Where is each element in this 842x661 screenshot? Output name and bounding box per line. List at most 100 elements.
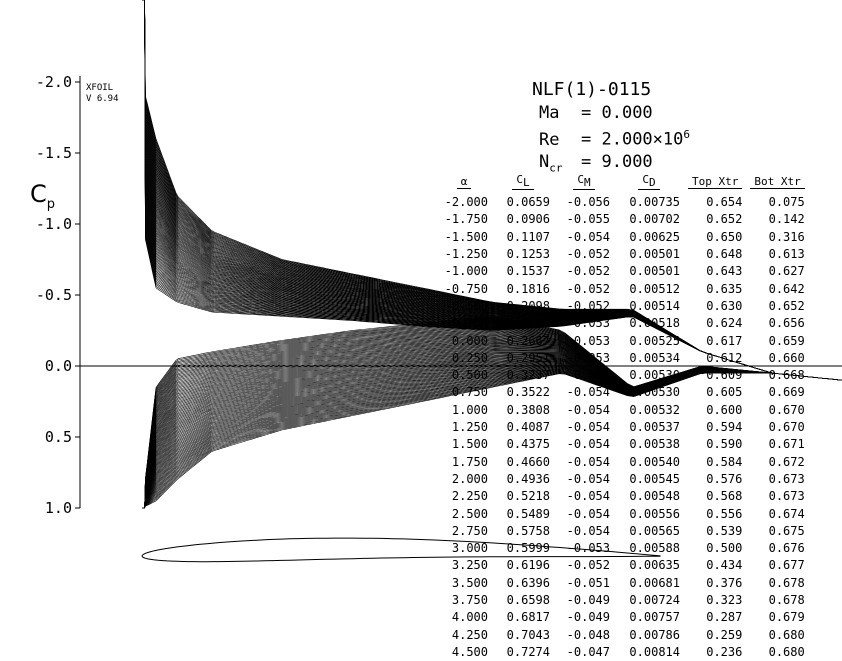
table-cell: 0.617 (706, 333, 743, 348)
table-row: -1.000 0.1537 -0.052 0.00501 0.643 0.627 (436, 263, 809, 280)
table-cell: 0.2667 (506, 333, 550, 348)
table-cell: 0.652 (706, 212, 743, 227)
run-header: NLF(1)-0115 Ma = 0.000 Re = 2.000×106 Ncr =… (532, 78, 690, 179)
table-cell: -0.055 (566, 212, 610, 227)
table-cell: 0.750 (451, 385, 488, 400)
table-cell: 0.3808 (506, 402, 550, 417)
y-tick-label: -1.0 (36, 215, 72, 233)
ncrit-line: Ncr = 9.000 (539, 151, 690, 179)
table-cell: 0.680 (768, 627, 805, 642)
table-cell: 0.142 (768, 212, 805, 227)
table-cell: 0.643 (706, 264, 743, 279)
table-row: -1.750 0.0906 -0.055 0.00702 0.652 0.142 (436, 211, 809, 228)
table-cell: -0.054 (566, 402, 610, 417)
table-cell: 0.680 (768, 644, 805, 659)
table-cell: -0.054 (566, 229, 610, 244)
table-cell: 0.1537 (506, 264, 550, 279)
table-cell: 0.7043 (506, 627, 550, 642)
table-cell: 0.675 (768, 523, 805, 538)
reynolds-times: ×10 (652, 129, 684, 150)
y-tick-label: -2.0 (36, 73, 72, 91)
table-cell: 0.672 (768, 454, 805, 469)
table-row: -2.000 0.0659 -0.056 0.00735 0.654 0.075 (436, 194, 809, 211)
table-cell: -0.048 (566, 627, 610, 642)
upper-surface-cp-curves (142, 0, 842, 381)
table-cell: 0.287 (706, 610, 743, 625)
table-cell: -0.054 (566, 420, 610, 435)
lower-cp-curve (142, 372, 842, 509)
cp-axis-label: Cp (30, 180, 55, 212)
airfoil-path (141, 537, 661, 563)
table-cell: 2.500 (451, 506, 488, 521)
table-cell: 0.7274 (506, 644, 550, 659)
table-cell: -0.054 (566, 489, 610, 504)
table-row: -0.750 0.1816 -0.052 0.00512 0.635 0.642 (436, 281, 809, 298)
table-cell: -0.500 (444, 298, 488, 313)
table-cell: 0.323 (706, 593, 743, 608)
table-row: 4.500 0.7274 -0.047 0.00814 0.236 0.680 (436, 644, 809, 661)
table-cell: 0.3522 (506, 385, 550, 400)
table-cell: -0.053 (566, 333, 610, 348)
table-cell: 0.650 (706, 229, 743, 244)
table-cell: 0.671 (768, 437, 805, 452)
table-cell: -0.047 (566, 644, 610, 659)
table-cell: 0.676 (768, 541, 805, 556)
table-row: 4.000 0.6817 -0.049 0.00757 0.287 0.679 (436, 609, 809, 626)
table-cell: 0.00512 (629, 281, 680, 296)
table-cell: 0.6817 (506, 610, 550, 625)
table-row: -1.500 0.1107 -0.054 0.00625 0.650 0.316 (436, 229, 809, 246)
mach-value: 0.000 (601, 103, 653, 123)
table-cell: 0.6196 (506, 558, 550, 573)
table-cell: 3.000 (451, 541, 488, 556)
table-cell: 0.635 (706, 281, 743, 296)
table-cell: 0.000 (451, 333, 488, 348)
table-cell: 0.674 (768, 506, 805, 521)
table-cell: 0.677 (768, 558, 805, 573)
col-top-xtr: Top Xtr (684, 173, 746, 194)
table-cell: 0.5999 (506, 541, 550, 556)
program-version: XFOIL V 6.94 (86, 83, 119, 105)
table-cell: 0.259 (706, 627, 743, 642)
table-cell: 0.5218 (506, 489, 550, 504)
table-cell: 0.6598 (506, 593, 550, 608)
table-row: 1.250 0.4087 -0.054 0.00537 0.594 0.670 (436, 419, 809, 436)
table-cell: 4.000 (451, 610, 488, 625)
table-cell: 4.500 (451, 644, 488, 659)
table-cell: 0.500 (706, 541, 743, 556)
reynolds-exponent: 6 (683, 128, 691, 141)
reynolds-label: Re (539, 129, 560, 150)
upper-cp-curve (142, 0, 842, 381)
table-cell: 0.00548 (629, 489, 680, 504)
table-cell: 0.678 (768, 593, 805, 608)
table-cell: 0.624 (706, 316, 743, 331)
table-cell: 0.00702 (629, 212, 680, 227)
table-row: 2.250 0.5218 -0.054 0.00548 0.568 0.673 (436, 488, 809, 505)
table-cell: -1.500 (444, 229, 488, 244)
table-cell: -0.053 (566, 316, 610, 331)
table-cell: 0.00540 (629, 454, 680, 469)
table-cell: 0.605 (706, 385, 743, 400)
table-row: 1.500 0.4375 -0.054 0.00538 0.590 0.671 (436, 436, 809, 453)
program-version-number: V 6.94 (86, 94, 119, 104)
table-row: 3.500 0.6396 -0.051 0.00681 0.376 0.678 (436, 575, 809, 592)
table-cell: 0.673 (768, 489, 805, 504)
table-row: -1.250 0.1253 -0.052 0.00501 0.648 0.613 (436, 246, 809, 263)
polar-body: -2.000 0.0659 -0.056 0.00735 0.654 0.075 -1.75… (436, 194, 809, 661)
table-cell: 0.00534 (629, 350, 680, 365)
table-row: 1.750 0.4660 -0.054 0.00540 0.584 0.672 (436, 454, 809, 471)
table-cell: 0.660 (768, 350, 805, 365)
table-row: 1.000 0.3808 -0.054 0.00532 0.600 0.670 (436, 402, 809, 419)
table-cell: 0.00724 (629, 593, 680, 608)
table-cell: 0.316 (768, 229, 805, 244)
table-cell: 0.1816 (506, 281, 550, 296)
mach-label: Ma (539, 103, 560, 123)
table-row: 0.750 0.3522 -0.054 0.00530 0.605 0.669 (436, 384, 809, 401)
table-cell: 0.00545 (629, 471, 680, 486)
table-cell: 0.609 (706, 368, 743, 383)
table-row: 0.000 0.2667 -0.053 0.00525 0.617 0.659 (436, 333, 809, 350)
table-cell: 0.678 (768, 575, 805, 590)
table-cell: 3.750 (451, 593, 488, 608)
polar-table: α CL CM CD Top Xtr Bot Xtr -2.000 0.0659-… (436, 173, 809, 661)
table-cell: 0.642 (768, 281, 805, 296)
table-cell: 0.075 (768, 195, 805, 210)
